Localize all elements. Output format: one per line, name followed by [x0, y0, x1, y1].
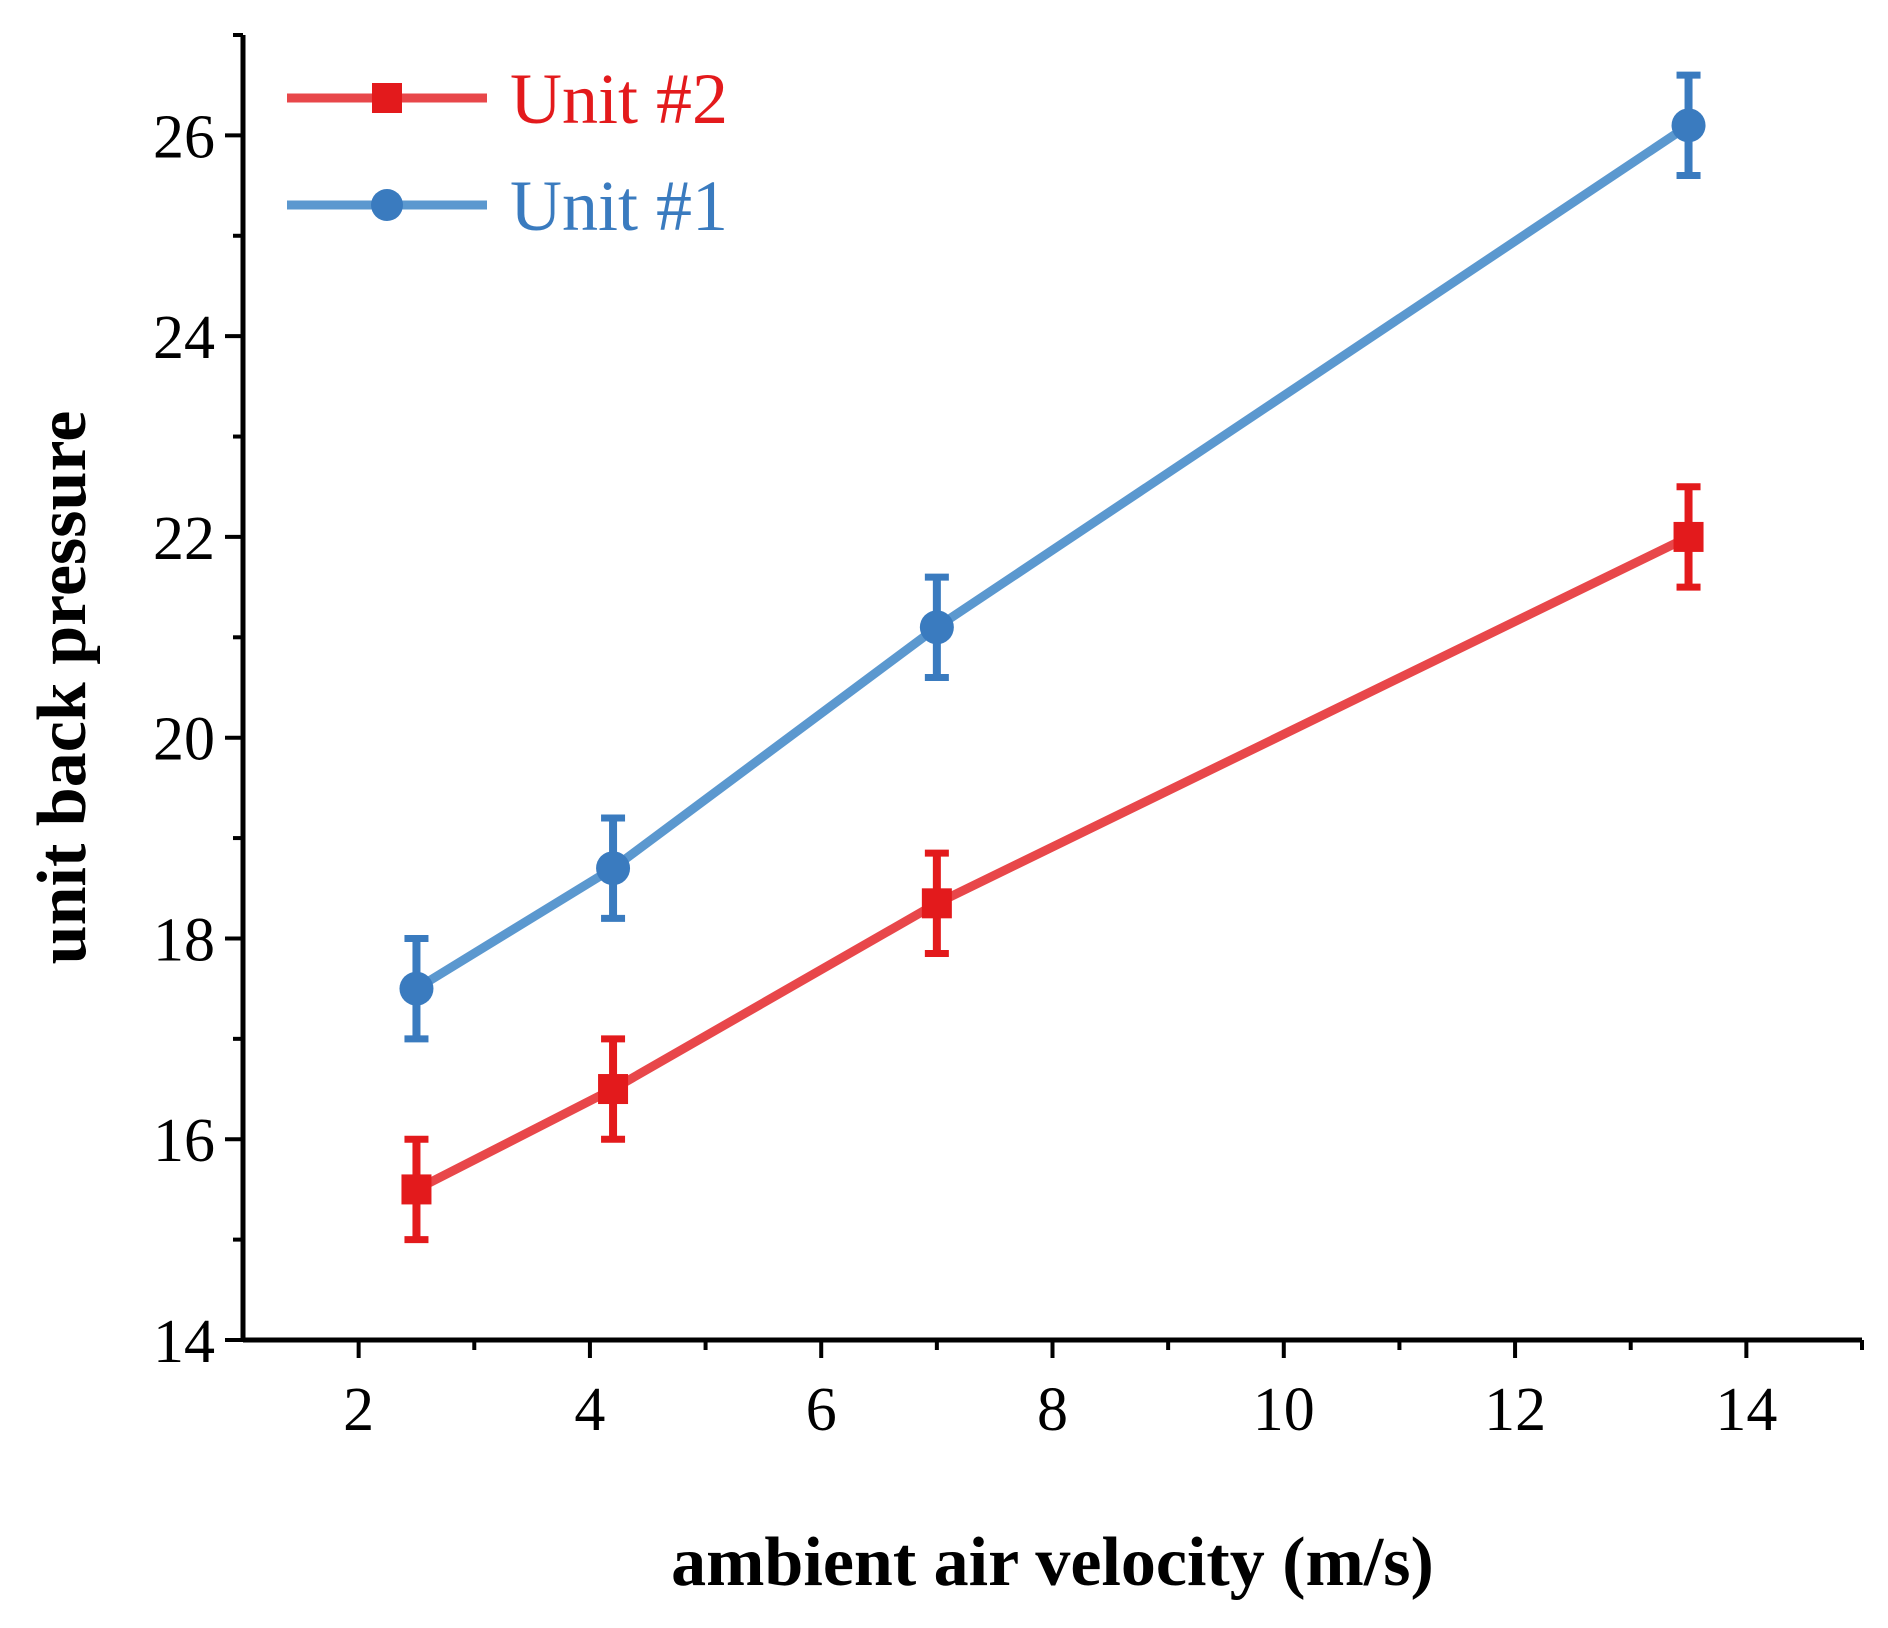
data-point — [921, 888, 952, 919]
data-point — [596, 851, 631, 886]
x-tick-label: 4 — [574, 1376, 605, 1444]
data-point — [598, 1074, 629, 1105]
x-axis: 2 4 6 8 10 12 14 — [243, 1337, 1864, 1444]
legend-entry: Unit #1 — [287, 166, 728, 246]
data-point — [919, 610, 954, 645]
y-tick-label: 16 — [153, 1107, 215, 1175]
legend-label: Unit #1 — [510, 166, 728, 246]
data-point — [1671, 108, 1706, 143]
x-tick-label: 8 — [1037, 1376, 1068, 1444]
y-tick-label: 18 — [153, 906, 215, 974]
x-tick-label: 6 — [806, 1376, 837, 1444]
y-axis: 14 16 18 20 22 24 26 — [153, 33, 246, 1376]
legend-entry: Unit #2 — [287, 59, 728, 139]
y-tick-label: 14 — [153, 1308, 215, 1376]
y-tick-label: 20 — [153, 706, 215, 774]
x-tick-label: 12 — [1484, 1376, 1546, 1444]
x-tick-label: 14 — [1715, 1376, 1777, 1444]
series-line — [414, 121, 1692, 993]
y-tick-label: 26 — [153, 103, 215, 171]
series-layer — [399, 71, 1706, 1244]
legend: Unit #2 Unit #1 — [287, 59, 728, 246]
x-tick-label: 2 — [343, 1376, 374, 1444]
series-unit-1 — [399, 71, 1706, 1043]
series-unit-2 — [401, 483, 1704, 1244]
data-point — [401, 1174, 432, 1205]
legend-marker — [372, 83, 402, 113]
legend-label: Unit #2 — [510, 59, 728, 139]
x-axis-title: ambient air velocity (m/s) — [671, 1524, 1434, 1601]
y-tick-label: 24 — [153, 304, 215, 372]
data-point — [399, 971, 434, 1006]
y-axis-title: unit back pressure — [24, 411, 101, 965]
data-point — [1673, 521, 1704, 552]
x-tick-label: 10 — [1253, 1376, 1315, 1444]
legend-marker — [371, 189, 403, 221]
y-tick-label: 22 — [153, 505, 215, 573]
series-line — [414, 532, 1691, 1194]
